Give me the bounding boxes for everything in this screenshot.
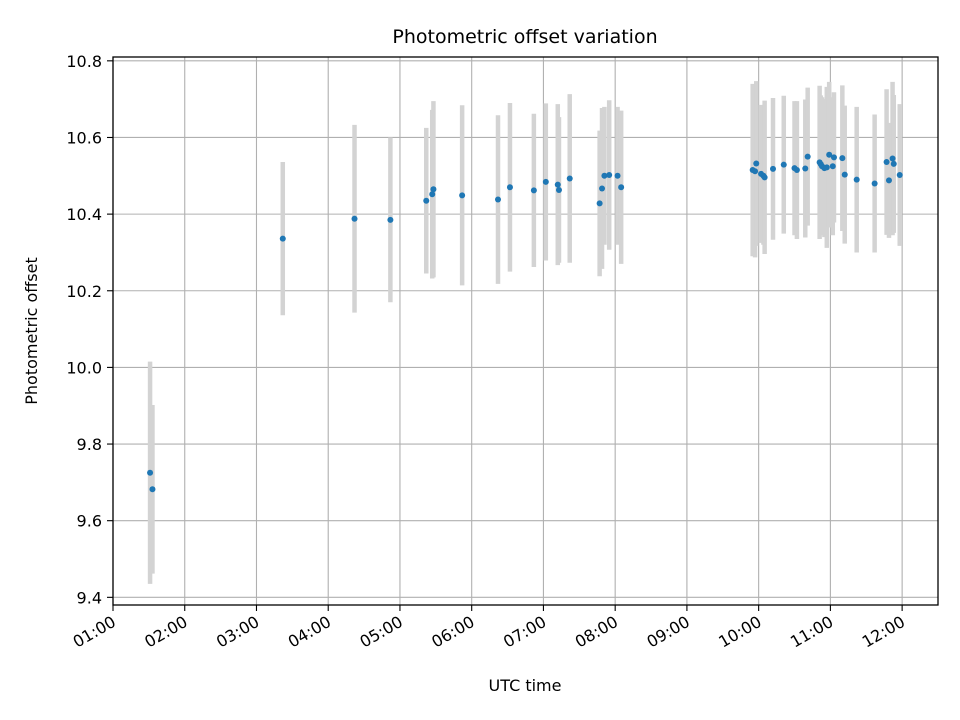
- y-tick-label: 9.4: [77, 588, 102, 607]
- y-tick-label: 9.8: [77, 435, 102, 454]
- data-point: [830, 154, 837, 161]
- chart-title: Photometric offset variation: [392, 26, 657, 48]
- data-point: [823, 164, 830, 171]
- data-point: [793, 167, 800, 174]
- data-point: [829, 163, 836, 170]
- x-axis-label: UTC time: [489, 676, 562, 695]
- data-point: [601, 172, 608, 179]
- data-point: [387, 216, 394, 223]
- y-tick-label: 10.8: [66, 52, 102, 71]
- y-axis-label: Photometric offset: [22, 257, 41, 405]
- data-point: [506, 184, 513, 191]
- data-point: [596, 200, 603, 207]
- plot-area: [113, 57, 938, 605]
- data-point: [890, 160, 897, 167]
- grid-lines: [112, 57, 938, 605]
- data-point: [606, 172, 613, 179]
- data-point: [149, 486, 156, 493]
- data-points: [147, 151, 903, 493]
- y-axis-ticks: 9.4 9.6 9.8 10.0 10.2 10.4 10.6 10.8: [66, 52, 113, 607]
- data-point: [555, 186, 562, 193]
- data-point: [853, 176, 860, 183]
- data-point: [752, 168, 759, 175]
- data-point: [459, 192, 466, 199]
- data-point: [770, 165, 776, 172]
- data-point: [599, 185, 606, 192]
- data-point: [429, 191, 436, 198]
- data-point: [802, 165, 809, 172]
- data-point: [423, 197, 430, 204]
- y-tick-label: 10.4: [66, 205, 102, 224]
- data-point: [753, 160, 760, 167]
- data-point: [826, 151, 833, 158]
- y-tick-label: 10.6: [66, 128, 102, 147]
- data-point: [614, 172, 621, 179]
- data-point: [495, 196, 501, 203]
- data-point: [883, 159, 890, 166]
- data-point: [885, 177, 892, 184]
- plot-frame: [112, 56, 939, 606]
- data-point: [839, 155, 846, 162]
- data-point: [430, 186, 437, 193]
- data-point: [889, 155, 896, 162]
- data-point: [804, 153, 811, 160]
- data-point: [554, 181, 561, 188]
- y-tick-label: 9.6: [77, 512, 102, 531]
- y-tick-label: 10.2: [66, 282, 102, 301]
- data-point: [618, 184, 625, 191]
- data-point: [147, 469, 154, 476]
- data-point: [761, 174, 768, 181]
- data-point: [841, 171, 848, 178]
- data-point: [542, 178, 549, 185]
- data-point: [896, 172, 903, 179]
- data-point: [279, 235, 286, 242]
- data-point: [566, 175, 573, 182]
- y-tick-label: 10.0: [66, 358, 102, 377]
- data-point: [530, 187, 537, 194]
- data-point: [871, 180, 878, 187]
- data-point: [780, 161, 787, 168]
- data-point: [351, 215, 358, 222]
